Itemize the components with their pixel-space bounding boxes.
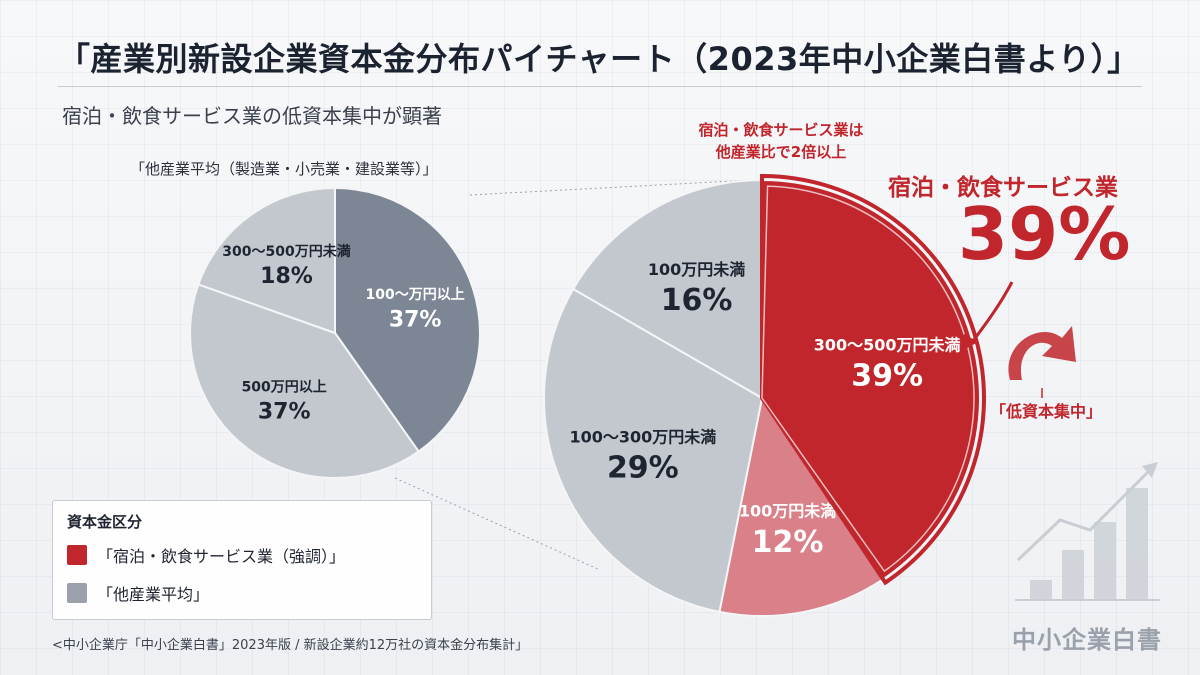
slice-label: 100万円未満 <box>739 502 836 521</box>
pie-slice <box>718 395 885 617</box>
title-divider <box>58 86 1142 87</box>
brand-watermark: 中小企業白書 <box>1012 626 1162 654</box>
pointer-arrowhead <box>960 334 978 352</box>
highlight-industry-name: 宿泊・飲食サービス業 <box>888 175 1118 201</box>
slice-label: 300〜500万円未満 <box>814 335 961 354</box>
decorations <box>760 173 1160 601</box>
other-industries-pie: 100〜万円以上 37% 500万円以上 37% 300〜500万円未満 18% <box>188 186 482 480</box>
slice-label: 100万円未満 <box>648 260 745 279</box>
small-pie-title: 「他産業平均（製造業・小売業・建設業等）」 <box>130 160 438 178</box>
watermark-bar <box>1062 550 1084 600</box>
pie-slice <box>543 287 764 613</box>
slice-label: 300〜500万円未満 <box>222 243 350 260</box>
highlight-value: 39% <box>958 192 1131 276</box>
connector-line <box>469 179 753 196</box>
legend-item-label: 「他産業平均」 <box>97 585 210 604</box>
page-title: 「産業別新設企業資本金分布パイチャート（2023年中小企業白書より）」 <box>58 40 1140 78</box>
watermark-trend-arrowhead <box>1142 462 1158 478</box>
low-capital-callout: 「低資本集中」 <box>990 402 1103 421</box>
slice-value-label: 37% <box>389 307 442 332</box>
slice-label: 100〜万円以上 <box>366 287 465 303</box>
slice-value-label: 16% <box>661 283 733 318</box>
watermark-bar <box>1126 488 1148 600</box>
slice-label: 500万円以上 <box>242 380 327 396</box>
watermark-trend-line <box>1016 468 1152 562</box>
pie-slice <box>571 178 763 400</box>
legend-item-highlight: 「宿泊・飲食サービス業（強調）」 <box>67 543 345 567</box>
slice-value-label: 12% <box>752 525 824 560</box>
rising-arrow-icon <box>1008 326 1076 380</box>
legend-item-other: 「他産業平均」 <box>67 581 209 605</box>
watermark-bar <box>1030 580 1052 600</box>
pointer-arrow <box>968 281 1014 346</box>
legend-swatch-gray <box>67 583 87 603</box>
slice-value-label: 39% <box>851 359 923 394</box>
highlight-outline <box>760 173 986 586</box>
legend-title: 資本金区分 <box>67 513 143 531</box>
pie-slice <box>197 186 336 335</box>
pie-slice <box>188 283 421 480</box>
source-note: <中小企業庁「中小企業白書」2023年版 / 新設企業約12万社の資本金分布集計… <box>52 638 529 653</box>
slice-value-label: 37% <box>258 400 311 425</box>
watermark-bar <box>1094 522 1116 600</box>
legend-item-label: 「宿泊・飲食サービス業（強調）」 <box>97 547 346 566</box>
pie-slice <box>334 186 482 453</box>
comparison-note-line2: 他産業比で2倍以上 <box>715 142 847 161</box>
slice-value-label: 29% <box>607 450 679 485</box>
page-subtitle: 宿泊・飲食サービス業の低資本集中が顕著 <box>62 104 442 128</box>
legend: 資本金区分 「宿泊・飲食サービス業（強調）」 「他産業平均」 <box>52 500 432 620</box>
legend-swatch-red <box>67 545 87 565</box>
pie-connector-lines <box>394 179 753 571</box>
comparison-note-line1: 宿泊・飲食サービス業は <box>698 121 864 139</box>
comparison-note: 宿泊・飲食サービス業は 他産業比で2倍以上 <box>676 120 886 164</box>
slice-label: 100〜300万円未満 <box>569 427 716 446</box>
slice-value-label: 18% <box>260 264 313 289</box>
